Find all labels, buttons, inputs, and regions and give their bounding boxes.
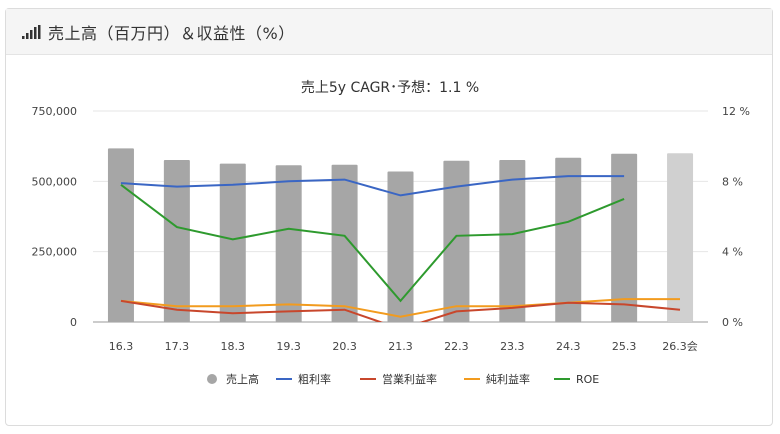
right-tick-label: 0 %	[722, 316, 743, 329]
left-tick-label: 500,000	[32, 175, 78, 188]
legend-label: ROE	[576, 373, 599, 386]
x-tick-label: 20.3	[332, 340, 357, 353]
revenue-bar	[499, 159, 526, 322]
x-tick-label: 23.3	[500, 340, 525, 353]
revenue-bar	[555, 157, 582, 322]
revenue-bar	[275, 165, 302, 322]
revenue-bar	[667, 153, 694, 322]
card-header: 売上高（百万円）＆収益性（%）	[6, 9, 772, 55]
x-tick-label: 22.3	[444, 340, 469, 353]
legend-marker	[207, 374, 217, 384]
left-tick-label: 250,000	[32, 246, 78, 259]
legend-label: 売上高	[226, 372, 259, 386]
legend-label: 純利益率	[486, 372, 530, 386]
left-tick-label: 750,000	[32, 105, 78, 118]
revenue-bar	[443, 160, 470, 322]
x-tick-label: 18.3	[221, 340, 246, 353]
right-tick-label: 8 %	[722, 175, 743, 188]
x-tick-label: 19.3	[276, 340, 301, 353]
card-title: 売上高（百万円）＆収益性（%）	[48, 23, 295, 43]
revenue-bar	[107, 148, 134, 322]
legend-label: 粗利率	[298, 372, 331, 386]
right-tick-label: 4 %	[722, 246, 743, 259]
series-line	[120, 299, 681, 322]
x-tick-label: 25.3	[612, 340, 637, 353]
series-line	[120, 175, 625, 197]
x-tick-label: 26.3会	[662, 340, 698, 353]
revenue-bar	[611, 153, 638, 322]
revenue-bar	[331, 164, 358, 322]
revenue-bar	[387, 171, 414, 322]
series-line	[120, 184, 625, 303]
revenue-bar	[163, 159, 190, 322]
right-tick-label: 12 %	[722, 105, 750, 118]
series-line	[120, 298, 680, 318]
x-tick-label: 17.3	[165, 340, 190, 353]
bar-chart-signal-icon	[22, 24, 41, 39]
chart-title: 売上5y CAGR･予想：1.1 %	[301, 80, 479, 96]
left-tick-label: 0	[70, 316, 77, 329]
x-tick-label: 16.3	[109, 340, 134, 353]
legend-label: 営業利益率	[382, 372, 437, 386]
x-tick-label: 24.3	[556, 340, 581, 353]
revenue-bar	[219, 163, 246, 322]
x-tick-label: 21.3	[388, 340, 413, 353]
